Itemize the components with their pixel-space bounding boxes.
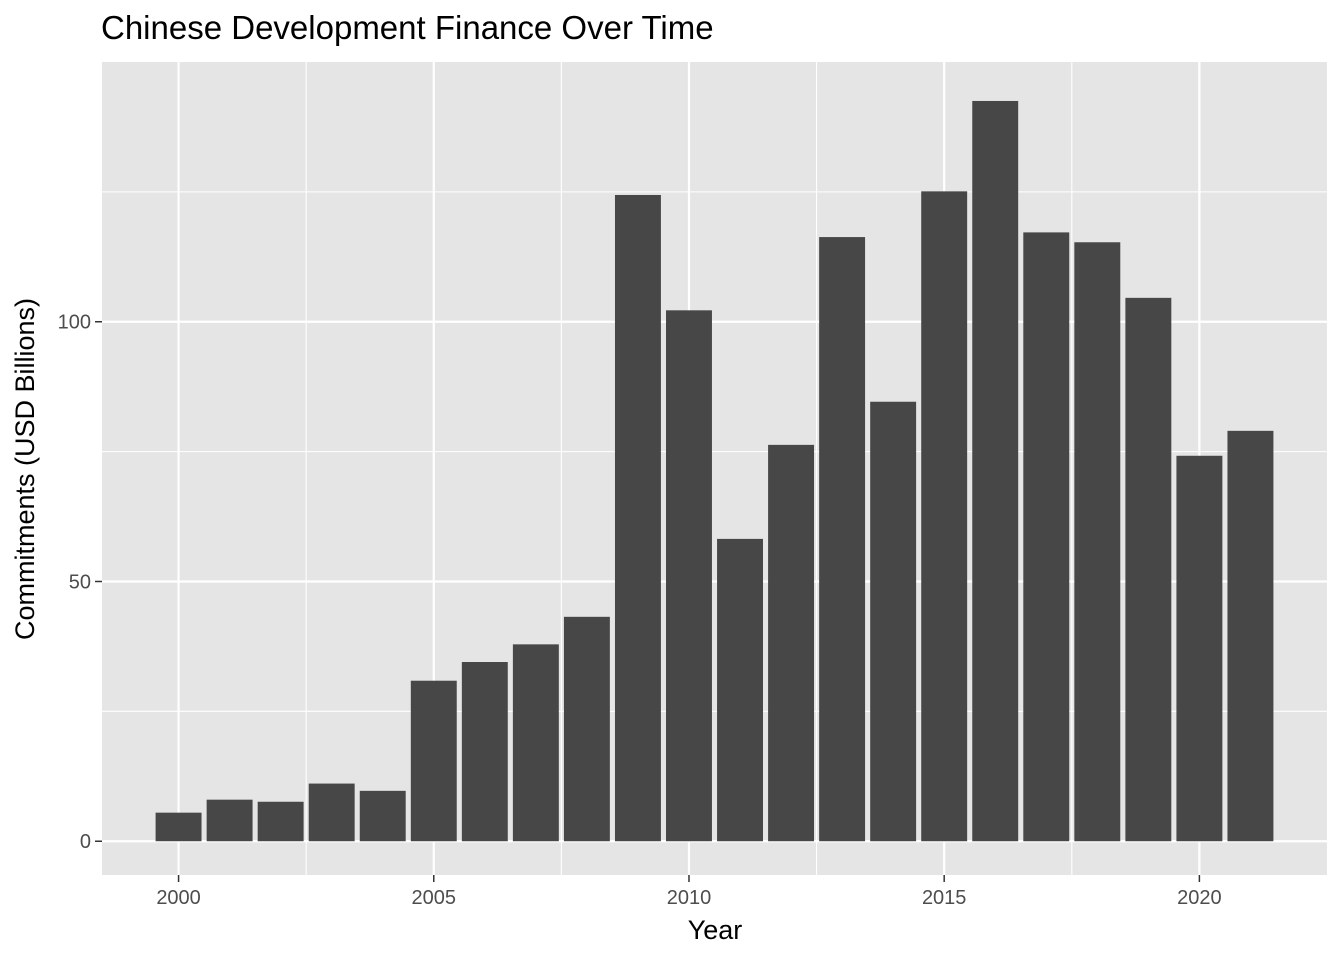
bar-2002	[257, 801, 304, 842]
bar-2017	[1023, 232, 1070, 842]
minor-gridlines	[102, 62, 1327, 875]
x-tick-label: 2005	[412, 887, 457, 909]
x-tick-label: 2015	[922, 887, 967, 909]
x-axis-title: Year	[688, 915, 743, 945]
chart-title: Chinese Development Finance Over Time	[101, 9, 714, 46]
bar-2000	[155, 812, 202, 842]
y-axis: 0 50 100	[58, 312, 102, 853]
bar-2005	[410, 680, 457, 842]
bar-2015	[921, 191, 968, 842]
bar-2021	[1227, 430, 1274, 842]
y-tick-label: 100	[58, 312, 91, 334]
bar-2006	[461, 662, 508, 842]
x-axis: 2000 2005 2010 2015 2020	[156, 875, 1222, 909]
y-axis-title: Commitments (USD Billions)	[10, 298, 40, 640]
bar-2013	[819, 237, 866, 842]
bar-2019	[1125, 297, 1172, 842]
bar-2001	[206, 799, 253, 842]
bar-2004	[359, 790, 406, 842]
y-tick-label: 50	[69, 571, 91, 593]
bar-2018	[1074, 242, 1121, 842]
bar-2008	[563, 616, 610, 842]
bar-2003	[308, 783, 355, 842]
bar-2011	[717, 538, 763, 842]
bars	[155, 100, 1274, 842]
bar-2007	[512, 644, 559, 842]
bar-2016	[972, 100, 1019, 842]
x-tick-label: 2020	[1177, 887, 1222, 909]
y-tick-label: 0	[80, 831, 91, 853]
bar-2009	[614, 194, 661, 842]
bar-2020	[1176, 455, 1223, 842]
bar-2012	[768, 444, 815, 842]
bar-2014	[870, 401, 917, 842]
x-tick-label: 2010	[667, 887, 712, 909]
x-tick-label: 2000	[156, 887, 201, 909]
bar-2010	[666, 310, 712, 842]
